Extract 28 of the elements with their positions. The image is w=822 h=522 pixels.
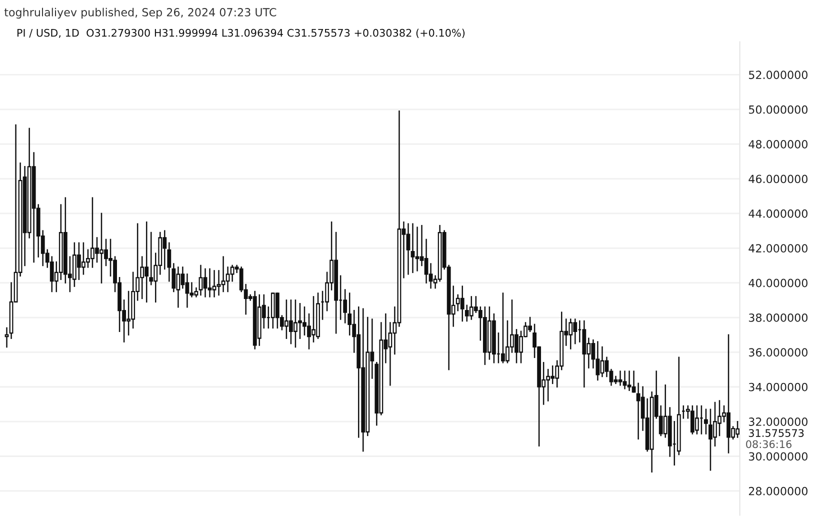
candlestick	[632, 370, 636, 393]
candlestick	[582, 320, 586, 388]
candlestick	[694, 405, 699, 434]
y-tick-label: 32.000000	[748, 418, 808, 426]
y-tick-label: 46.000000	[748, 174, 808, 184]
y-tick-label: 44.000000	[748, 209, 808, 218]
y-tick-label: 30.000000	[748, 452, 808, 461]
text: 08:36:16	[746, 440, 792, 448]
candlestick	[704, 408, 708, 434]
candlestick	[348, 292, 352, 336]
candlestick	[668, 407, 672, 457]
y-tick-label: 36.000000	[748, 348, 808, 357]
y-tick-label: 50.000000	[748, 105, 808, 114]
candlestick	[343, 289, 348, 324]
y-tick-label: 28.000000	[748, 486, 808, 496]
candlestick	[172, 263, 176, 292]
y-tick-label: 31.575573	[748, 429, 804, 437]
y-tick-label: 42.000000	[748, 244, 808, 253]
candlestick	[149, 232, 154, 286]
y-tick-label: 40.000000	[748, 278, 808, 288]
y-tick-label: 48.000000	[748, 140, 808, 148]
y-tick-label: 38.000000	[748, 313, 808, 322]
chart-subtitle: PI / USD, 1D O31.279300 H31.999994 L31.096394 C31.575573 +0.030382 (+0.10%)	[17, 28, 465, 38]
candlestick	[460, 286, 464, 322]
candlestick	[676, 356, 681, 456]
chart-title: toghrulaliyev published, Sep 26, 2024 07:23 UTC	[4, 8, 276, 19]
y-tick-label: 52.000000	[748, 70, 808, 80]
y-tick-label: 34.000000	[748, 382, 808, 392]
